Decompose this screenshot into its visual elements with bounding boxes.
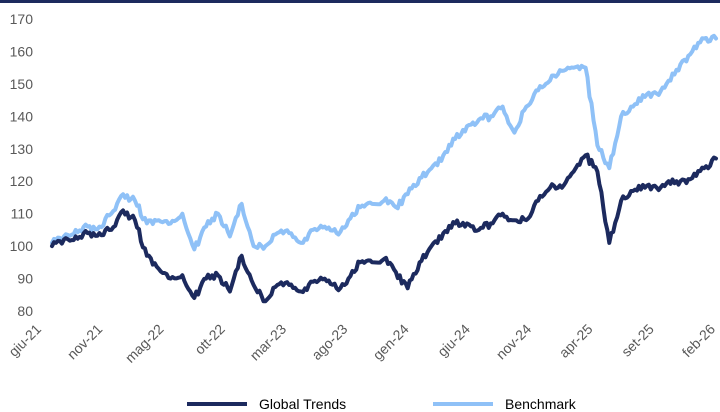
- y-axis: 80 90 100 110 120 130 140 150 160 170: [10, 11, 34, 319]
- x-tick-label: nov-21: [64, 321, 106, 363]
- y-tick-label: 170: [10, 11, 34, 27]
- x-axis: giu-21 nov-21 mag-22 ott-22 mar-23 ago-23 gen-…: [5, 321, 718, 366]
- series-layer: [50, 33, 718, 304]
- series-line-benchmark: [50, 33, 718, 252]
- y-tick-label: 90: [17, 271, 33, 287]
- series-line-global-trends: [50, 152, 718, 304]
- x-tick-label: ott-22: [191, 321, 228, 358]
- legend-label: Global Trends: [259, 396, 346, 412]
- x-tick-label: giu-21: [5, 321, 44, 360]
- y-tick-label: 80: [17, 303, 33, 319]
- legend: Global Trends Benchmark: [187, 396, 577, 412]
- y-tick-label: 140: [10, 108, 34, 124]
- y-tick-label: 150: [10, 76, 34, 92]
- x-tick-label: nov-24: [493, 321, 535, 363]
- x-tick-label: apr-25: [556, 321, 596, 361]
- legend-label: Benchmark: [505, 396, 577, 412]
- top-border: [0, 0, 720, 3]
- y-tick-label: 160: [10, 43, 34, 59]
- x-tick-label: giu-24: [434, 321, 473, 360]
- x-tick-label: gen-24: [370, 321, 412, 363]
- x-tick-label: feb-26: [679, 321, 719, 361]
- y-tick-label: 100: [10, 238, 34, 254]
- x-tick-label: set-25: [618, 321, 657, 360]
- y-tick-label: 130: [10, 141, 34, 157]
- y-tick-label: 120: [10, 173, 34, 189]
- x-tick-label: mar-23: [247, 321, 290, 364]
- y-tick-label: 110: [11, 206, 34, 222]
- x-tick-label: ago-23: [308, 321, 350, 363]
- x-tick-label: mag-22: [122, 321, 167, 366]
